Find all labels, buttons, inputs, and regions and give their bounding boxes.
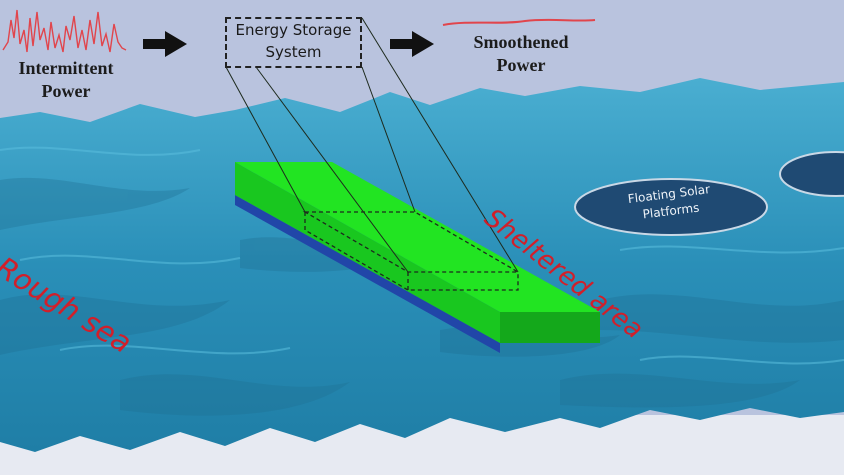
smoothened-line-2: Power	[496, 55, 546, 75]
ess-line-1: Energy Storage	[235, 21, 352, 39]
smooth-signal-icon	[442, 18, 596, 26]
breakwater-base	[235, 195, 500, 353]
intermittent-line-1: Intermittent	[18, 58, 114, 78]
energy-storage-box	[225, 17, 362, 68]
power-signal-icon	[2, 9, 127, 53]
breakwater-front	[235, 162, 500, 343]
energy-storage-label: Energy Storage System	[228, 19, 359, 63]
intermittent-power-label: Intermittent Power	[0, 57, 132, 103]
smoothened-line-1: Smoothened	[473, 32, 569, 52]
arrow-right-icon	[143, 31, 187, 57]
floating-solar-platform-2	[779, 151, 844, 197]
projection-lines	[225, 17, 519, 273]
breakwater-top	[235, 162, 600, 312]
arrow-right-icon	[390, 31, 434, 57]
smoothened-power-label: Smoothened Power	[448, 31, 594, 77]
breakwater-end	[500, 312, 600, 343]
intermittent-line-2: Power	[41, 81, 91, 101]
floating-solar-platform	[574, 178, 768, 236]
ess-line-2: System	[265, 43, 322, 61]
storage-compartment	[302, 211, 521, 291]
wave-highlights	[0, 146, 844, 365]
